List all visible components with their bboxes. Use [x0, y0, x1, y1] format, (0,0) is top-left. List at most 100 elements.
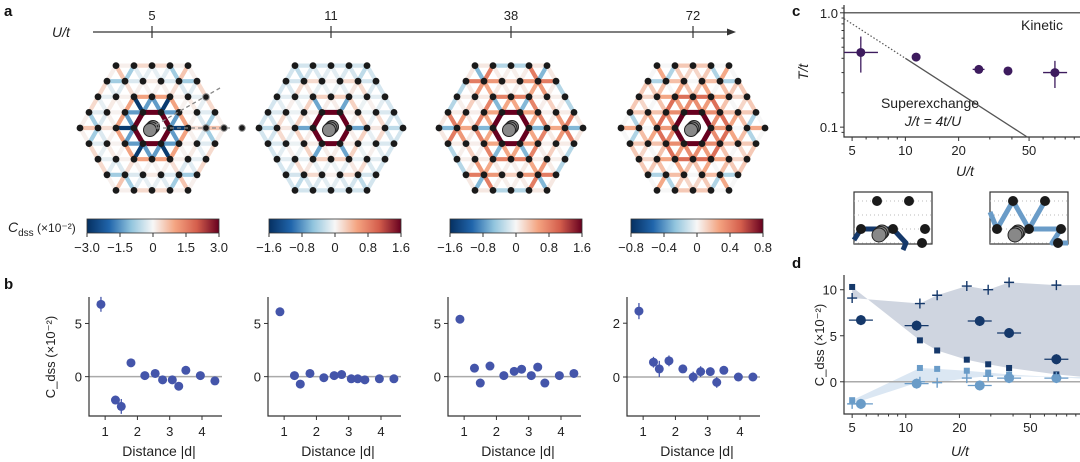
data-point	[648, 357, 658, 367]
lattice-site	[525, 187, 533, 194]
lattice-site	[743, 124, 751, 132]
x-axis-label: U/t	[956, 163, 975, 179]
colorbar-2	[268, 218, 402, 234]
colorbar-tick-label: 0	[693, 240, 700, 255]
lattice-site	[121, 171, 129, 179]
data-point	[110, 395, 120, 405]
colorbar-tick-label: 0.8	[359, 240, 377, 255]
lattice-site	[653, 93, 661, 101]
lattice-site	[743, 93, 751, 101]
doublon-icon	[143, 123, 157, 137]
data-point-plus	[932, 290, 943, 301]
lattice-site	[291, 93, 299, 101]
y-tick-label: 10	[823, 283, 837, 298]
scatter-panel-b-2: Distance |d|	[264, 297, 401, 459]
axes	[88, 297, 222, 417]
data-point-plus	[983, 284, 994, 295]
x-tick-label: 5	[849, 420, 856, 435]
u-over-t-tick-label: 5	[148, 8, 155, 23]
lattice-site	[635, 124, 643, 132]
lattice-site	[480, 109, 488, 116]
data-point	[705, 367, 715, 377]
lattice-site	[716, 140, 724, 148]
lattice-site	[121, 140, 129, 148]
lattice-site	[309, 124, 317, 132]
data-point	[974, 64, 984, 74]
lattice-site	[273, 155, 281, 163]
lattice-site	[507, 187, 515, 194]
lattice-site	[85, 109, 93, 116]
lattice-site	[725, 155, 733, 163]
lattice-site	[552, 140, 560, 148]
lattice-site	[318, 109, 326, 116]
colorbar-tick-label: −0.4	[651, 240, 677, 255]
lattice-site	[345, 93, 353, 101]
data-point	[319, 373, 329, 383]
lattice-site	[184, 155, 192, 163]
lattice-site	[543, 187, 551, 194]
lattice-site	[354, 77, 362, 85]
data-point	[696, 367, 706, 377]
lattice-site	[662, 171, 670, 179]
data-point	[1050, 68, 1060, 78]
lattice-site	[130, 62, 138, 69]
lattice-site	[336, 109, 344, 116]
x-tick-label: 4	[736, 424, 743, 439]
lattice-site	[525, 155, 533, 163]
lattice-site	[543, 124, 551, 132]
x-tick-label: 2	[493, 424, 500, 439]
shaded-band	[852, 282, 1080, 377]
lattice-38	[435, 62, 587, 194]
lattice-site	[662, 140, 670, 148]
lattice-site	[381, 155, 389, 163]
lattice-site	[725, 93, 733, 101]
inset-light	[987, 191, 1069, 248]
data-point	[150, 368, 160, 378]
y-tick-label: 0	[434, 370, 441, 385]
data-point-square	[963, 367, 970, 374]
lattice-site	[103, 77, 111, 85]
inset-dark	[851, 191, 933, 251]
lattice-site	[525, 124, 533, 132]
data-point	[664, 356, 674, 366]
lattice-site	[139, 77, 147, 85]
data-point	[116, 401, 126, 411]
lattice-site	[680, 77, 688, 85]
lattice-site	[184, 62, 192, 69]
lattice-site	[291, 62, 299, 69]
lattice-site	[336, 140, 344, 148]
lattice-site	[166, 155, 174, 163]
lattice-site	[273, 124, 281, 132]
lattice-site	[734, 109, 742, 116]
axes	[267, 297, 401, 417]
data-point	[554, 371, 564, 381]
lattice-site	[644, 140, 652, 148]
lattice-site	[130, 187, 138, 194]
lattice-site	[193, 77, 201, 85]
lattice-site	[698, 171, 706, 179]
lattice-site	[211, 109, 219, 116]
lattice-site	[725, 187, 733, 194]
lattice-site	[480, 140, 488, 148]
data-point-square	[934, 365, 941, 372]
lattice-site	[734, 171, 742, 179]
data-point-plus	[1004, 371, 1015, 382]
lattice-site	[725, 62, 733, 69]
lattice-site	[300, 77, 308, 85]
data-point	[353, 374, 363, 384]
lattice-site	[498, 171, 506, 179]
lattice-site	[743, 155, 751, 163]
lattice-site	[489, 62, 497, 69]
shaded-band	[852, 367, 1080, 404]
lattice-site	[689, 62, 697, 69]
axes	[843, 5, 1080, 138]
lattice-site	[121, 77, 129, 85]
lattice-site	[345, 187, 353, 194]
lattice-site	[327, 187, 335, 194]
panel-label-a: a	[4, 3, 13, 20]
lattice-site	[698, 109, 706, 116]
lattice-site	[507, 93, 515, 101]
x-axis-label: Distance |d|	[660, 443, 733, 459]
colorbar-tick-label: −0.8	[289, 240, 315, 255]
lattice-site	[112, 124, 120, 132]
